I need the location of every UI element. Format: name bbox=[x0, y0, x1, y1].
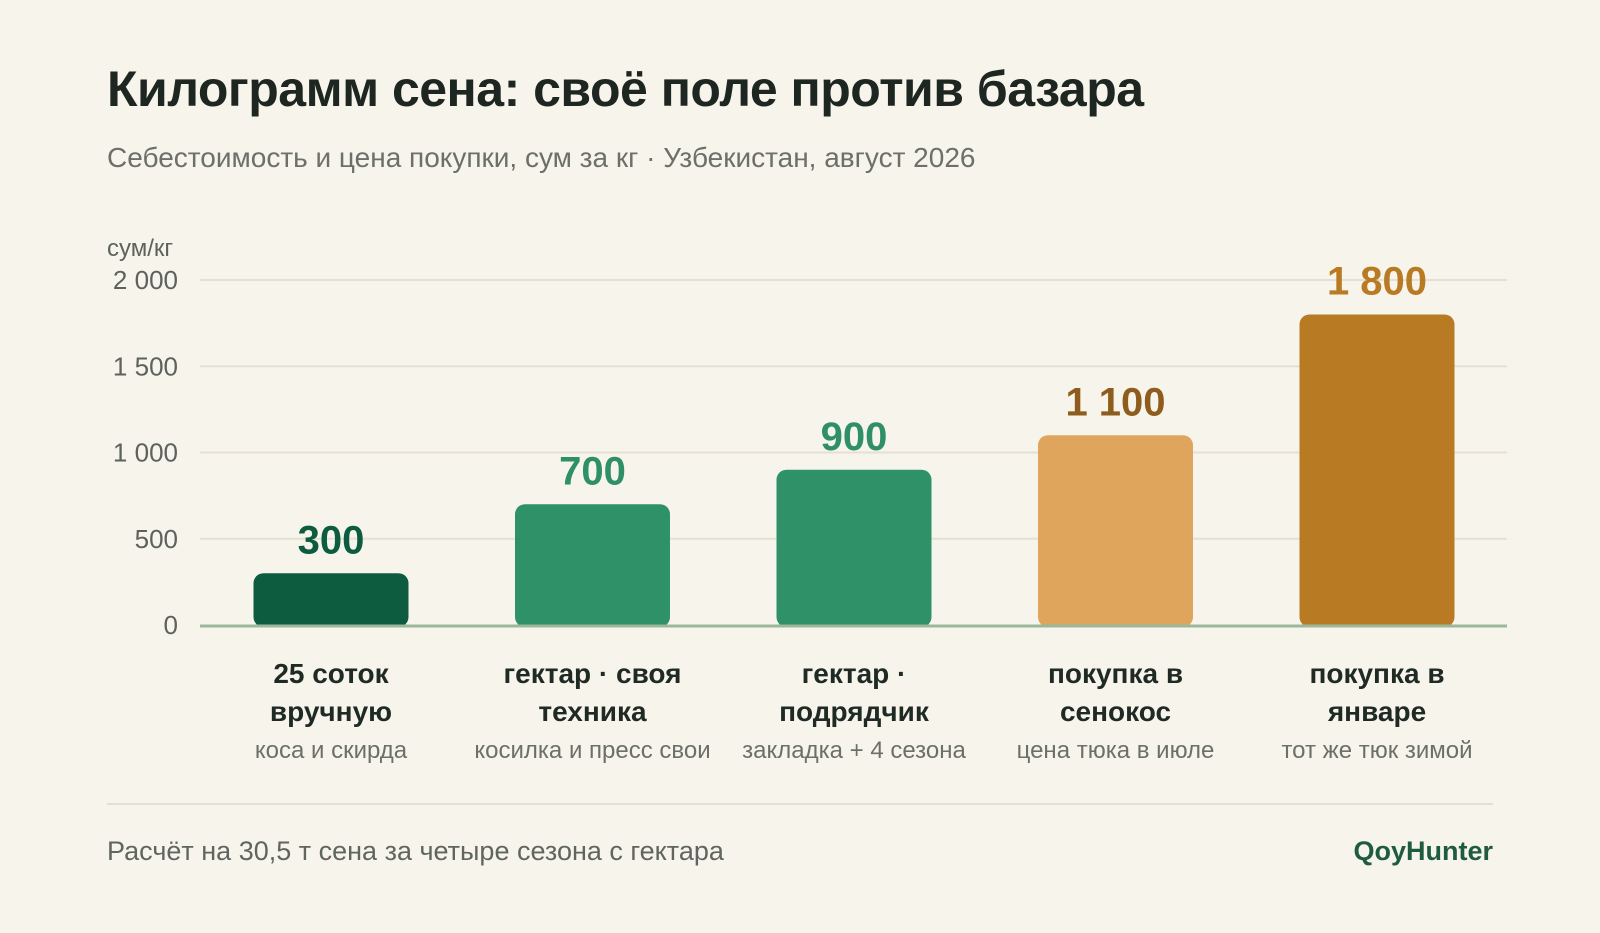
x-category-sublabel: косилка и пресс свои bbox=[474, 737, 710, 764]
x-category-sublabel: коса и скирда bbox=[255, 737, 408, 764]
footer-divider bbox=[107, 803, 1493, 805]
bar bbox=[515, 504, 670, 627]
x-category-label: сенокос bbox=[1060, 696, 1171, 727]
x-category-label: техника bbox=[538, 696, 647, 727]
bar bbox=[1038, 435, 1193, 627]
y-tick-label: 500 bbox=[135, 524, 178, 554]
y-axis-label: сум/кг bbox=[107, 235, 173, 262]
bar bbox=[253, 573, 409, 627]
x-category-label: гектар · своя bbox=[503, 658, 681, 689]
bar-value-label: 1 800 bbox=[1327, 260, 1427, 304]
y-tick-label: 1 000 bbox=[113, 438, 178, 468]
x-category-label: подрядчик bbox=[779, 696, 930, 727]
brand-logo: QoyHunter bbox=[1353, 836, 1493, 866]
x-category-sublabel: тот же тюк зимой bbox=[1281, 737, 1472, 764]
bar bbox=[1299, 314, 1455, 627]
x-category-label: гектар · bbox=[802, 658, 907, 689]
chart-title: Килограмм сена: своё поле против базара bbox=[107, 61, 1144, 117]
bar bbox=[776, 469, 932, 627]
x-category-label: вручную bbox=[270, 696, 392, 727]
x-category-sublabel: цена тюка в июле bbox=[1017, 737, 1215, 764]
bar-chart: сум/кг 0 500 1 000 1 500 2 000 300 25 соток вруч… bbox=[107, 235, 1507, 764]
bar-value-label: 700 bbox=[559, 449, 626, 493]
y-tick-label: 2 000 bbox=[113, 265, 178, 295]
x-category-label: 25 соток bbox=[273, 658, 389, 689]
footnote: Расчёт на 30,5 т сена за четыре сезона с… bbox=[107, 836, 724, 866]
y-tick-label: 1 500 bbox=[113, 351, 178, 381]
x-category-label: покупка в bbox=[1048, 658, 1183, 689]
x-category-label: покупка в bbox=[1309, 658, 1444, 689]
bar-value-label: 300 bbox=[298, 518, 365, 562]
x-category-sublabel: закладка + 4 сезона bbox=[742, 737, 966, 764]
chart-subtitle: Себестоимость и цена покупки, сум за кг … bbox=[107, 142, 976, 173]
bar-value-label: 1 100 bbox=[1065, 380, 1165, 424]
y-tick-label: 0 bbox=[164, 610, 178, 640]
bar-value-label: 900 bbox=[821, 415, 888, 459]
x-category-label: январе bbox=[1327, 696, 1426, 727]
